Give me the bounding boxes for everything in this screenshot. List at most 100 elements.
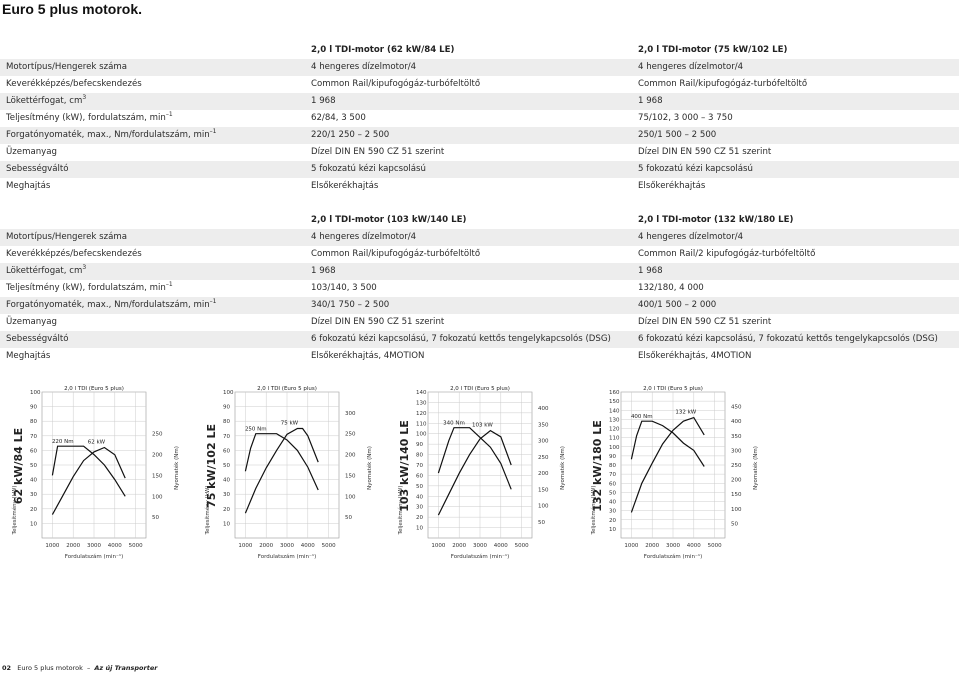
torque-curve bbox=[51, 445, 126, 497]
x-tick-label: 4000 bbox=[494, 543, 508, 549]
y-axis-label: Teljesítmény (kW) bbox=[204, 486, 211, 536]
x-tick-label: 1000 bbox=[45, 543, 59, 549]
x-tick-label: 1000 bbox=[238, 543, 252, 549]
footer-doc: Az új Transporter bbox=[94, 664, 158, 672]
row-label-text: Motortípus/Hengerek száma bbox=[6, 232, 128, 242]
y-tick-label: 50 bbox=[223, 463, 230, 469]
y-tick-label: 30 bbox=[223, 492, 230, 498]
y-tick-label: 100 bbox=[223, 390, 234, 396]
y-tick-label: 80 bbox=[609, 463, 616, 469]
row-label-text: Meghajtás bbox=[6, 181, 51, 191]
y-tick-label: 40 bbox=[609, 500, 616, 506]
table-row: Sebességváltó 6 fokozatú kézi kapcsolású,… bbox=[0, 331, 959, 348]
table-cell: Dízel DIN EN 590 CZ 51 szerint bbox=[632, 314, 959, 331]
table-row: Lökettérfogat, cm3 1 968 1 968 bbox=[0, 263, 959, 280]
table-cell: Elsőkerékhajtás, 4MOTION bbox=[632, 348, 959, 365]
table-row: Meghajtás Elsőkerékhajtás Elsőkerékhajtás bbox=[0, 178, 959, 195]
y-tick-label: 20 bbox=[416, 515, 423, 521]
row-label: Meghajtás bbox=[0, 348, 305, 365]
table-row: Üzemanyag Dízel DIN EN 590 CZ 51 szerint D… bbox=[0, 144, 959, 161]
x-axis-label: Fordulatszám (min⁻¹) bbox=[65, 553, 124, 560]
y-tick-label: 160 bbox=[609, 390, 620, 396]
table-cell: Dízel DIN EN 590 CZ 51 szerint bbox=[305, 314, 632, 331]
x-tick-label: 2000 bbox=[259, 543, 273, 549]
power-curve bbox=[51, 446, 126, 515]
performance-charts: 62 kW/84 LE Teljesítmény (kW) Nyomaték (Nm… bbox=[0, 380, 959, 570]
y2-tick-label: 250 bbox=[538, 455, 549, 461]
y-tick-label: 90 bbox=[416, 442, 423, 448]
table-header: 2,0 l TDI-motor (75 kW/102 LE) bbox=[638, 45, 788, 55]
y2-tick-label: 50 bbox=[538, 520, 545, 526]
x-tick-label: 5000 bbox=[515, 543, 529, 549]
y-tick-label: 70 bbox=[609, 472, 616, 478]
y-tick-label: 90 bbox=[30, 405, 37, 411]
spec-table-1: 2,0 l TDI-motor (62 kW/84 LE) 2,0 l TDI-… bbox=[0, 41, 959, 195]
row-label-text: Forgatónyomaték, max., Nm/fordulatszám, … bbox=[6, 300, 210, 310]
torque-peak-label: 340 Nm bbox=[443, 421, 465, 427]
y-tick-label: 10 bbox=[609, 527, 616, 533]
y-tick-label: 110 bbox=[609, 436, 620, 442]
y2-tick-label: 300 bbox=[345, 411, 356, 417]
table-cell: 1 968 bbox=[305, 263, 632, 280]
table-cell: Common Rail/kipufogógáz-turbófeltöltő bbox=[305, 246, 632, 263]
table-cell: 75/102, 3 000 – 3 750 bbox=[632, 110, 959, 127]
y-tick-label: 90 bbox=[609, 454, 616, 460]
row-label-text: Forgatónyomaték, max., Nm/fordulatszám, … bbox=[6, 130, 210, 140]
page-footer: 02 Euro 5 plus motorok – Az új Transport… bbox=[2, 664, 157, 672]
y-tick-label: 30 bbox=[416, 505, 423, 511]
page-number: 02 bbox=[2, 664, 12, 672]
power-peak-label: 62 kW bbox=[88, 439, 106, 445]
power-curve bbox=[437, 429, 512, 516]
row-label: Lökettérfogat, cm3 bbox=[0, 263, 305, 280]
torque-curve bbox=[630, 420, 705, 467]
row-label: Motortípus/Hengerek száma bbox=[0, 59, 305, 76]
x-tick-label: 2000 bbox=[452, 543, 466, 549]
table-cell: 400/1 500 – 2 000 bbox=[632, 297, 959, 314]
y-tick-label: 40 bbox=[416, 494, 423, 500]
table-cell: 4 hengeres dízelmotor/4 bbox=[632, 229, 959, 246]
torque-curve bbox=[244, 433, 319, 491]
unit-superscript: 3 bbox=[82, 94, 87, 102]
unit-superscript: –1 bbox=[209, 128, 217, 136]
y-tick-label: 140 bbox=[416, 390, 427, 396]
table-row: Forgatónyomaték, max., Nm/fordulatszám, … bbox=[0, 297, 959, 314]
x-tick-label: 1000 bbox=[624, 543, 638, 549]
row-label-text: Keverékképzés/befecskendezés bbox=[6, 249, 142, 259]
table-cell: 1 968 bbox=[305, 93, 632, 110]
x-tick-label: 4000 bbox=[687, 543, 701, 549]
x-tick-label: 5000 bbox=[129, 543, 143, 549]
x-tick-label: 5000 bbox=[708, 543, 722, 549]
power-peak-label: 103 kW bbox=[472, 423, 493, 429]
y2-tick-label: 200 bbox=[345, 453, 356, 459]
table-cell: Common Rail/kipufogógáz-turbófeltöltő bbox=[632, 76, 959, 93]
y2-tick-label: 50 bbox=[731, 521, 738, 527]
row-label-text: Lökettérfogat, cm bbox=[6, 266, 83, 276]
row-label: Motortípus/Hengerek száma bbox=[0, 229, 305, 246]
y-axis-label: Teljesítmény (kW) bbox=[397, 486, 404, 536]
y2-tick-label: 300 bbox=[731, 448, 742, 454]
table-cell: Common Rail/2 kipufogógáz-turbófeltöltő bbox=[632, 246, 959, 263]
table-cell: 1 968 bbox=[632, 263, 959, 280]
row-label: Forgatónyomaték, max., Nm/fordulatszám, … bbox=[0, 297, 305, 314]
y2-tick-label: 350 bbox=[731, 434, 742, 440]
y-axis-label: Teljesítmény (kW) bbox=[11, 486, 18, 536]
y2-tick-label: 150 bbox=[345, 473, 356, 479]
unit-superscript: –1 bbox=[165, 281, 173, 289]
y-tick-label: 40 bbox=[223, 478, 230, 484]
y-tick-label: 100 bbox=[30, 390, 41, 396]
y2-axis-label: Nyomaték (Nm) bbox=[366, 446, 373, 490]
unit-superscript: 3 bbox=[82, 264, 87, 272]
row-label: Forgatónyomaték, max., Nm/fordulatszám, … bbox=[0, 127, 305, 144]
table-cell: 5 fokozatú kézi kapcsolású bbox=[305, 161, 632, 178]
x-axis-label: Fordulatszám (min⁻¹) bbox=[644, 553, 703, 560]
table-cell: 4 hengeres dízelmotor/4 bbox=[305, 229, 632, 246]
y-tick-label: 80 bbox=[416, 453, 423, 459]
x-tick-label: 2000 bbox=[66, 543, 80, 549]
power-curve bbox=[630, 416, 705, 513]
table-cell: Common Rail/kipufogógáz-turbófeltöltő bbox=[305, 76, 632, 93]
table-cell: 5 fokozatú kézi kapcsolású bbox=[632, 161, 959, 178]
y-tick-label: 20 bbox=[223, 507, 230, 513]
